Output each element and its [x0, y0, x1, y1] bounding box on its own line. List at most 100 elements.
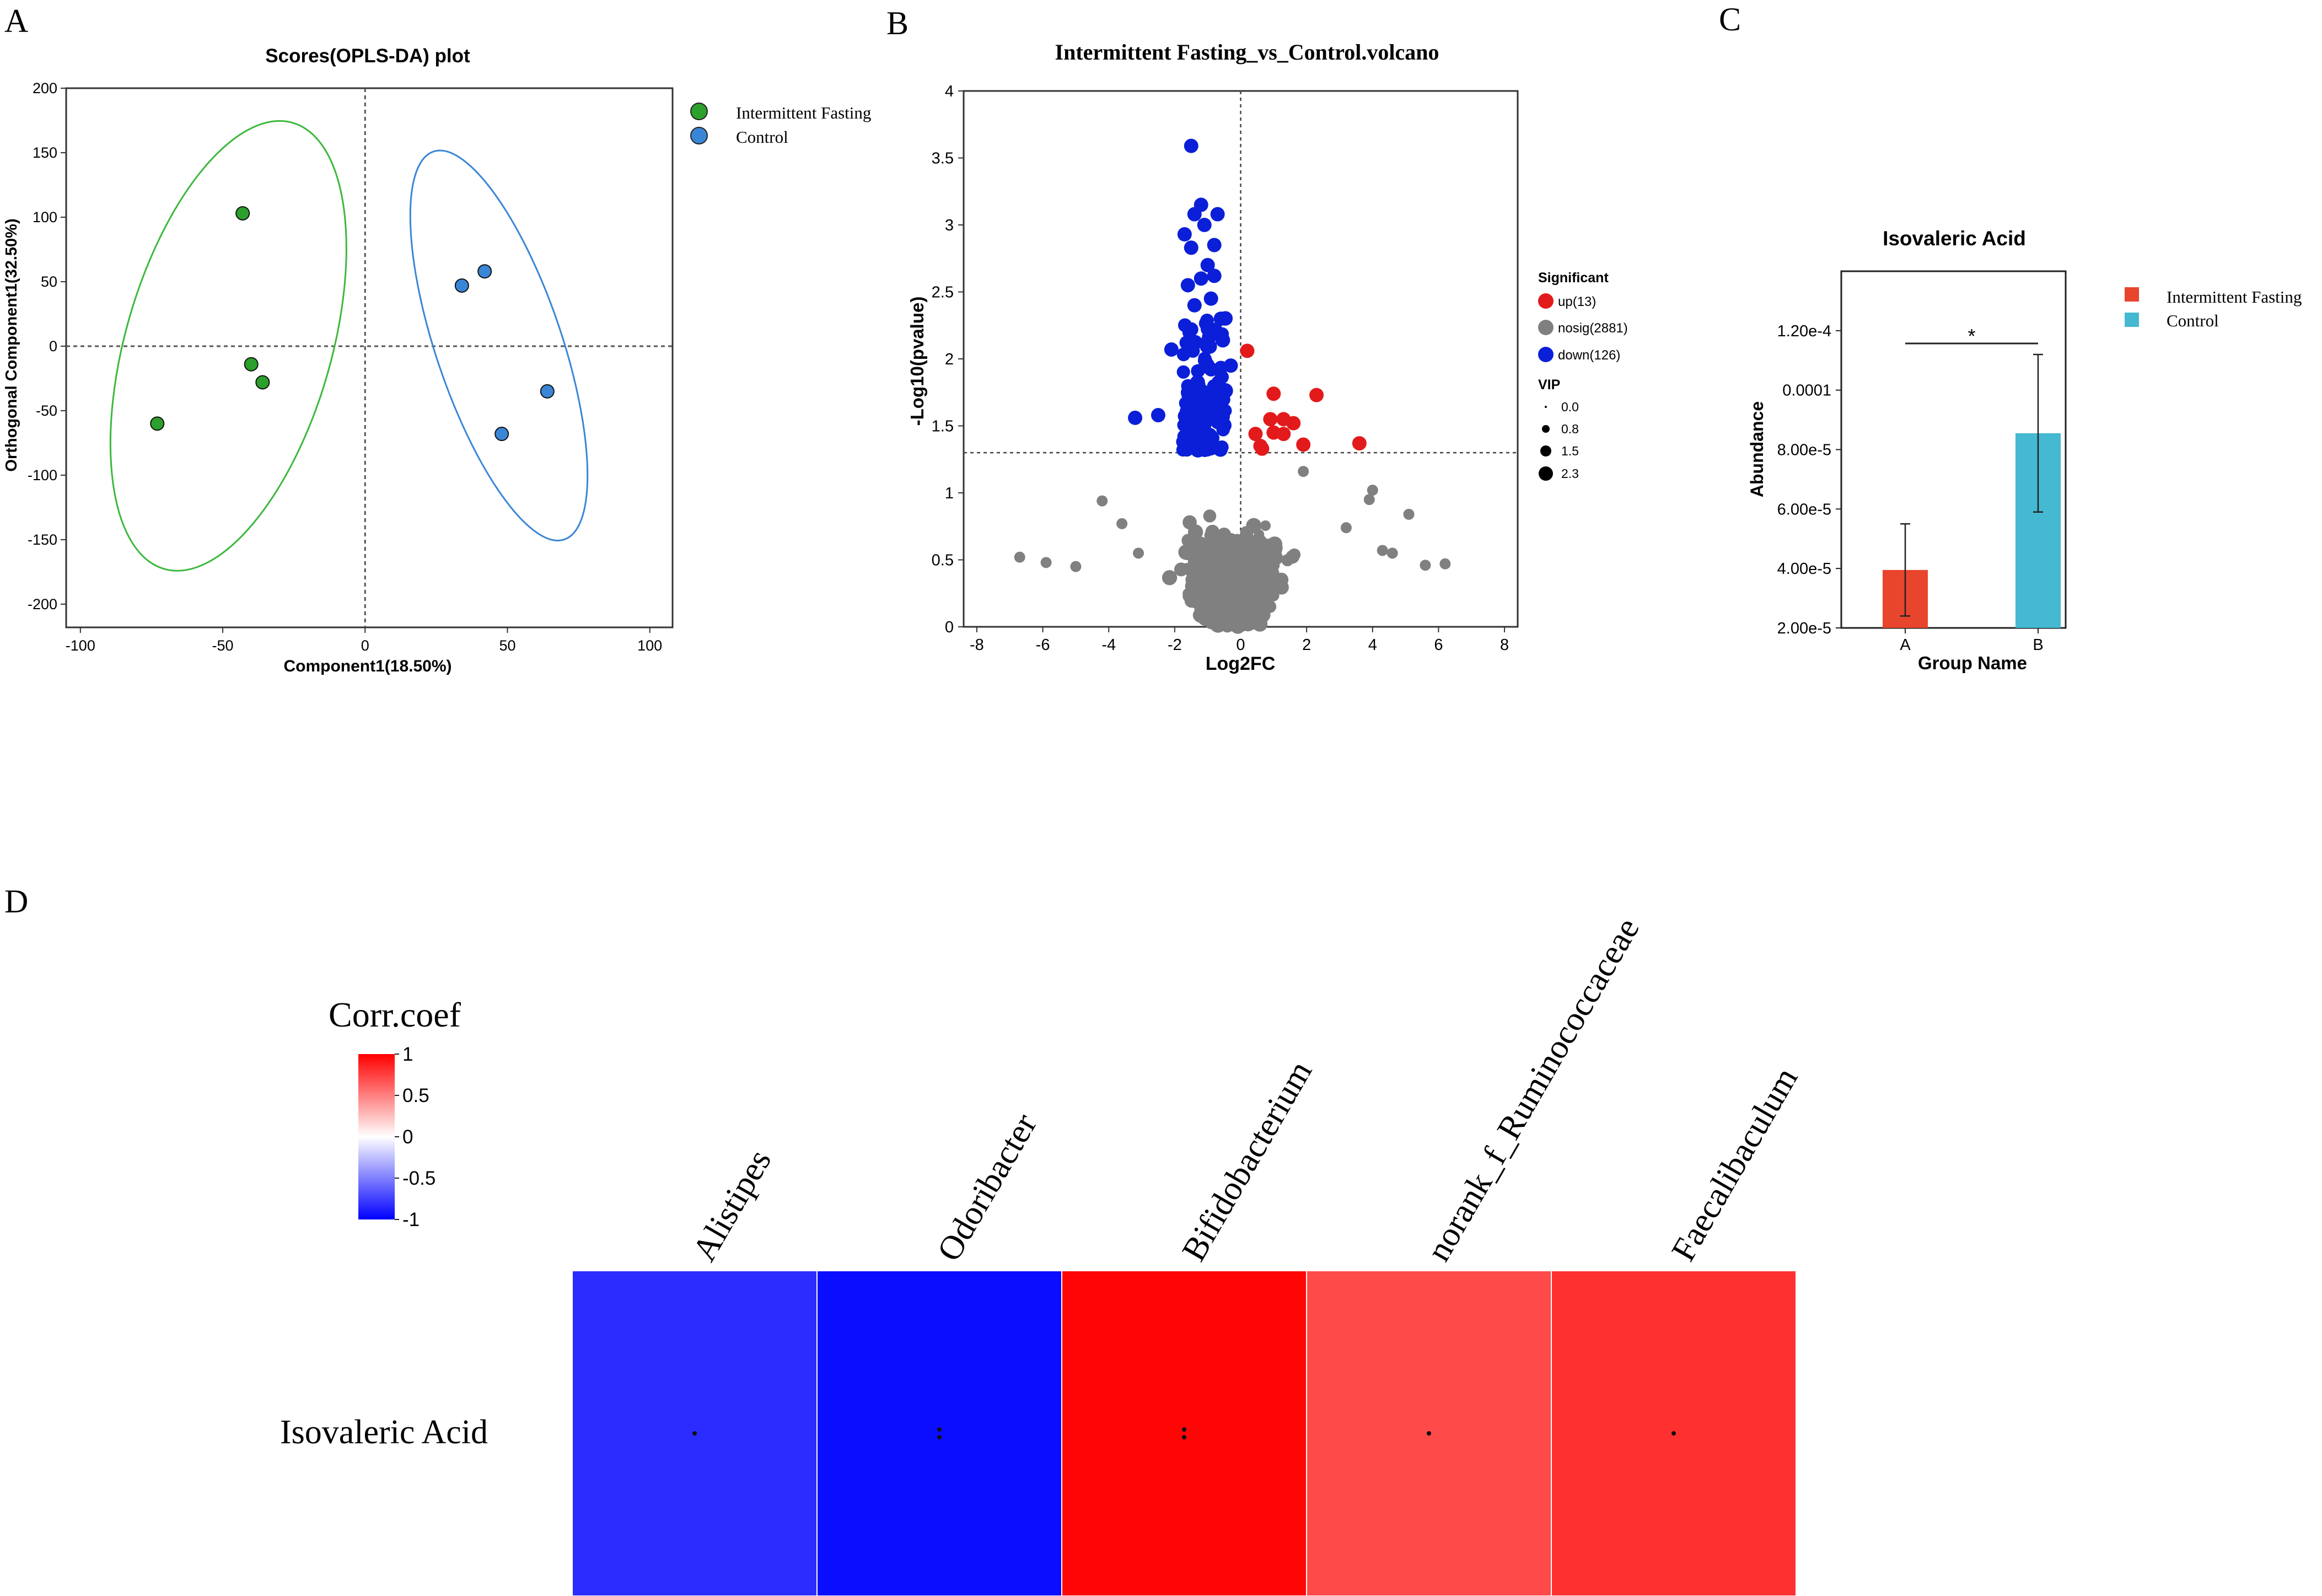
- y-tick-label: -50: [36, 402, 57, 419]
- volcano-point-down: [1214, 370, 1229, 384]
- colorbar-tick-label: 0.5: [402, 1085, 429, 1106]
- y-tick-label: 50: [41, 273, 57, 290]
- chart-a-ylabel: Orthogonal Component1(32.50%): [3, 218, 20, 471]
- score-point-control: [454, 278, 469, 293]
- volcano-point-nosig: [1201, 590, 1216, 605]
- volcano-point-down: [1178, 318, 1192, 332]
- volcano-point-nosig: [1225, 592, 1238, 605]
- volcano-point-nosig: [1189, 560, 1201, 572]
- chart-a-points: [150, 206, 555, 442]
- volcano-point-nosig: [1246, 603, 1260, 617]
- volcano-point-up: [1266, 386, 1281, 401]
- y-tick-label: 8.00e-5: [1777, 442, 1831, 459]
- volcano-point-nosig: [1274, 572, 1289, 587]
- x-tick-label: A: [1900, 636, 1911, 654]
- volcano-point-down: [1179, 396, 1192, 410]
- x-tick-label: 2: [1302, 636, 1311, 654]
- panel-b-volcano: Intermittent Fasting_vs_Control.volcano …: [907, 40, 1628, 674]
- chart-a-plot-frame: [65, 87, 674, 628]
- volcano-point-nosig: [1367, 485, 1378, 496]
- legend-c-swatch-fasting: [2125, 287, 2139, 302]
- y-tick-label: 100: [33, 209, 57, 225]
- colorbar-ticks: 1 0.5 0 -0.5 -1: [395, 1044, 436, 1230]
- colorbar-gradient: [358, 1054, 395, 1219]
- volcano-point-down: [1180, 278, 1195, 293]
- volcano-point-down: [1184, 138, 1198, 153]
- y-tick-label: -150: [28, 531, 57, 548]
- volcano-point-nosig: [1186, 536, 1201, 552]
- chart-b-axes: -8 -6 -4 -2 0 2 4 6 8 0 0.5 1 1.5 2 2.5 3 3.5 4: [932, 83, 1518, 654]
- volcano-point-nosig: [1386, 547, 1398, 559]
- volcano-point-down: [1151, 408, 1165, 423]
- volcano-point-nosig: [1245, 544, 1260, 558]
- volcano-point-up: [1263, 412, 1278, 427]
- volcano-point-down: [1218, 311, 1233, 326]
- legend-b-vip-title: VIP: [1538, 377, 1560, 393]
- volcano-point-down: [1210, 207, 1225, 222]
- volcano-point-down: [1215, 327, 1229, 341]
- volcano-point-nosig: [1014, 551, 1025, 563]
- colorbar-tick-label: 1: [402, 1044, 413, 1065]
- volcano-point-nosig: [1439, 558, 1451, 569]
- score-point-fasting: [150, 416, 165, 431]
- heatmap-cell-bifidobacterium: [1061, 1270, 1307, 1596]
- legend-b-swatch-up: [1538, 293, 1554, 309]
- volcano-point-down: [1207, 268, 1222, 283]
- chart-b-title: Intermittent Fasting_vs_Control.volcano: [1055, 40, 1439, 65]
- y-tick-label: -200: [28, 596, 57, 612]
- volcano-point-nosig: [1040, 557, 1052, 568]
- volcano-point-down: [1190, 378, 1206, 393]
- panel-d-heatmap: Corr.coef 1 0.5 0 -0.5 -1 Alistipes Odoribact…: [280, 912, 1805, 1596]
- volcano-point-down: [1200, 442, 1214, 457]
- heatmap-column-label: Alistipes: [685, 1143, 778, 1267]
- y-tick-label: 4.00e-5: [1777, 560, 1831, 578]
- volcano-point-nosig: [1340, 522, 1352, 534]
- volcano-point-nosig: [1363, 494, 1375, 506]
- volcano-point-down: [1194, 271, 1208, 286]
- heatmap-column-labels: Alistipes Odoribacter Bifidobacterium noran…: [685, 912, 1805, 1267]
- legend-b-label-down: down(126): [1558, 348, 1620, 363]
- volcano-point-down: [1182, 333, 1197, 348]
- significance-marker: [937, 1435, 942, 1439]
- volcano-point-down: [1202, 330, 1217, 345]
- x-tick-label: -6: [1036, 636, 1050, 654]
- volcano-point-nosig: [1241, 557, 1257, 572]
- y-tick-label: 4: [945, 83, 954, 100]
- x-tick-label: 4: [1368, 636, 1377, 654]
- heatmap-cells: [572, 1270, 1797, 1596]
- legend-c-label-control: Control: [2167, 311, 2219, 330]
- confidence-ellipse-control: [409, 149, 589, 541]
- volcano-point-down: [1198, 352, 1212, 366]
- volcano-point-down: [1177, 227, 1192, 242]
- score-point-control: [477, 264, 492, 279]
- colorbar-tick-label: 0: [402, 1126, 413, 1148]
- legend-b-swatch-nosig: [1538, 320, 1554, 335]
- significance-marker: [1671, 1431, 1676, 1436]
- panel-label-b: B: [886, 5, 909, 41]
- legend-b-vip-swatch-3: [1539, 466, 1553, 481]
- y-tick-label: 0: [945, 619, 954, 636]
- chart-b-points: [1014, 138, 1451, 634]
- volcano-point-down: [1211, 415, 1225, 429]
- volcano-point-down: [1176, 365, 1190, 379]
- volcano-point-down: [1128, 410, 1143, 425]
- score-point-control: [495, 427, 509, 442]
- volcano-point-up: [1352, 436, 1367, 451]
- heatmap-column-label: Odoribacter: [930, 1107, 1044, 1267]
- y-tick-label: 0: [49, 338, 57, 354]
- heatmap-column-label: norank_f_Ruminococcaceae: [1420, 912, 1647, 1267]
- volcano-point-down: [1218, 404, 1232, 418]
- chart-b-xlabel: Log2FC: [1206, 653, 1276, 674]
- panel-label-a: A: [4, 3, 28, 39]
- volcano-point-nosig: [1420, 560, 1431, 571]
- legend-a-swatch-fasting: [690, 103, 708, 120]
- volcano-point-nosig: [1240, 573, 1255, 588]
- volcano-point-down: [1203, 291, 1218, 306]
- volcano-point-nosig: [1286, 550, 1299, 564]
- legend-b-vip-swatch-2: [1540, 445, 1551, 456]
- legend-b-label-nosig: nosig(2881): [1558, 321, 1628, 336]
- volcano-point-nosig: [1225, 546, 1235, 556]
- volcano-point-down: [1184, 240, 1198, 255]
- colorbar-title: Corr.coef: [329, 995, 461, 1034]
